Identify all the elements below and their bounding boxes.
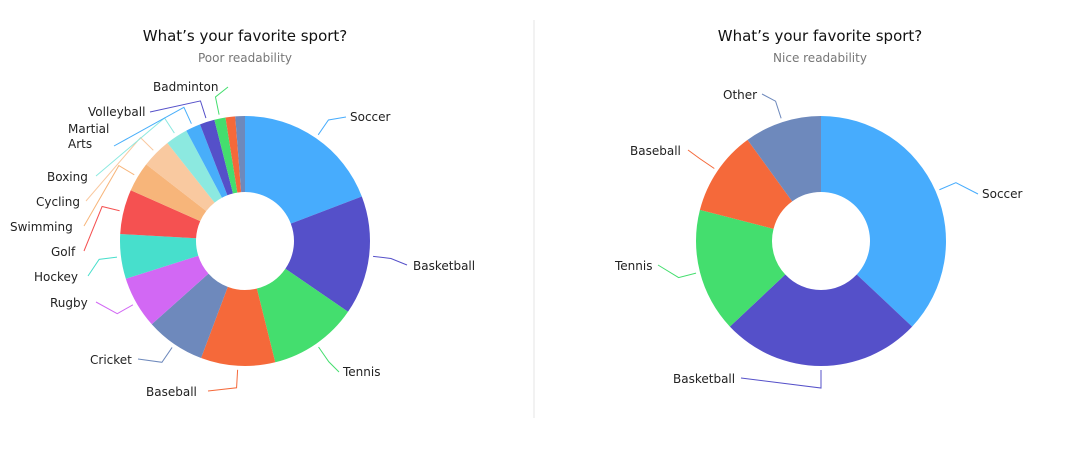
- leader-line-tennis: [318, 346, 340, 373]
- slice-label-cricket: Cricket: [90, 353, 132, 367]
- leader-line-hockey: [87, 256, 118, 277]
- slice-label-line: Rugby: [50, 296, 88, 310]
- slice-extra-1: [235, 116, 245, 193]
- slice-label-line: Baseball: [630, 144, 681, 158]
- leader-line-basketball: [373, 255, 408, 266]
- slice-label-line: Cycling: [36, 195, 80, 209]
- leader-line-cricket: [137, 347, 173, 363]
- leader-line-martial-arts: [113, 106, 192, 147]
- leader-line-volleyball: [149, 100, 207, 119]
- slice-martial-arts: [186, 124, 228, 198]
- slice-soccer: [245, 116, 362, 224]
- slice-label-swimming: Swimming: [10, 220, 73, 234]
- slice-label-baseball: Baseball: [146, 385, 197, 399]
- slice-label-tennis: Tennis: [614, 259, 652, 273]
- slice-label-other: Other: [723, 88, 757, 102]
- slice-label-line: Basketball: [413, 259, 475, 273]
- slice-label-cycling: Cycling: [36, 195, 80, 209]
- slice-other: [747, 116, 821, 202]
- slice-swimming: [130, 164, 207, 222]
- slice-label-golf: Golf: [51, 245, 76, 259]
- chart-subtitle: Nice readability: [773, 51, 867, 65]
- slice-label-line: Arts: [68, 137, 92, 151]
- leader-line-swimming: [83, 164, 135, 227]
- slice-boxing: [167, 130, 222, 203]
- slice-cycling: [146, 143, 215, 211]
- leader-line-soccer: [317, 116, 347, 136]
- slice-tennis: [696, 209, 786, 327]
- slice-badminton: [214, 117, 238, 194]
- slice-baseball: [201, 286, 276, 366]
- leader-line-badminton: [214, 86, 229, 115]
- slice-label-line: Boxing: [47, 170, 88, 184]
- slice-label-line: Tennis: [614, 259, 652, 273]
- slice-label-line: Badminton: [153, 80, 218, 94]
- slice-label-line: Baseball: [146, 385, 197, 399]
- slice-label-basketball: Basketball: [673, 372, 735, 386]
- slice-basketball: [729, 274, 913, 366]
- leader-line-golf: [83, 205, 120, 252]
- leader-line-baseball: [687, 149, 715, 169]
- leader-line-tennis: [657, 264, 697, 279]
- slice-label-line: Martial: [68, 122, 109, 136]
- slice-label-line: Hockey: [34, 270, 78, 284]
- leader-line-rugby: [95, 301, 134, 315]
- chart-subtitle: Poor readability: [198, 51, 292, 65]
- slice-cricket: [151, 273, 228, 359]
- slice-label-badminton: Badminton: [153, 80, 218, 94]
- leader-line-other: [761, 93, 782, 119]
- leader-line-soccer: [939, 182, 979, 195]
- slice-label-boxing: Boxing: [47, 170, 88, 184]
- leader-line-basketball: [740, 370, 822, 389]
- slice-label-line: Soccer: [982, 187, 1023, 201]
- slice-label-line: Volleyball: [88, 105, 145, 119]
- slice-baseball: [699, 139, 793, 229]
- slice-label-martial-arts: Martial Arts: [68, 122, 109, 151]
- slice-label-line: Other: [723, 88, 757, 102]
- slice-label-line: Soccer: [350, 110, 391, 124]
- chart-title: What’s your favorite sport?: [143, 27, 348, 45]
- slice-label-soccer: Soccer: [982, 187, 1023, 201]
- slice-basketball: [285, 196, 370, 312]
- slice-label-soccer: Soccer: [350, 110, 391, 124]
- slice-label-line: Swimming: [10, 220, 73, 234]
- chart-nice-readability: What’s your favorite sport? Nice readabi…: [614, 27, 1023, 389]
- slice-label-basketball: Basketball: [413, 259, 475, 273]
- slice-label-line: Golf: [51, 245, 76, 259]
- chart-title: What’s your favorite sport?: [718, 27, 923, 45]
- slice-volleyball: [200, 119, 233, 196]
- slice-label-tennis: Tennis: [342, 365, 380, 379]
- leader-line-cycling: [85, 136, 154, 202]
- slice-tennis: [256, 268, 349, 363]
- slice-label-line: Tennis: [342, 365, 380, 379]
- slice-label-line: Cricket: [90, 353, 132, 367]
- slice-rugby: [125, 255, 209, 325]
- slice-label-hockey: Hockey: [34, 270, 78, 284]
- leader-line-baseball: [207, 369, 239, 392]
- slice-hockey: [120, 234, 199, 279]
- slice-soccer: [821, 116, 946, 327]
- slice-extra-0: [225, 116, 242, 193]
- slice-label-rugby: Rugby: [50, 296, 88, 310]
- slice-label-baseball: Baseball: [630, 144, 681, 158]
- slice-label-volleyball: Volleyball: [88, 105, 145, 119]
- slice-label-line: Basketball: [673, 372, 735, 386]
- slice-golf: [120, 190, 201, 239]
- chart-poor-readability: What’s your favorite sport? Poor readabi…: [10, 27, 475, 399]
